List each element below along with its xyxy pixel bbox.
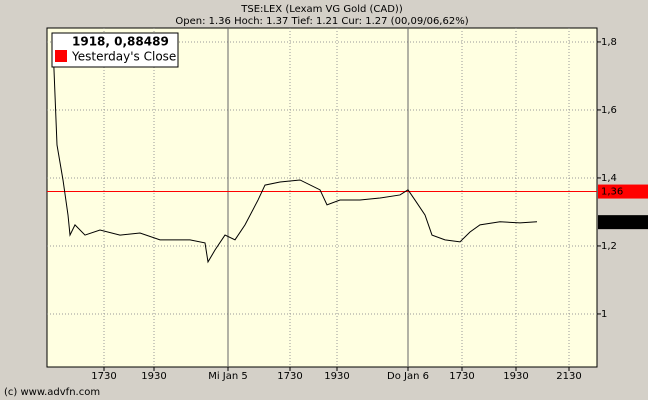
x-tick-label: Mi Jan 5	[208, 371, 248, 382]
x-tick-label: 1930	[324, 371, 349, 382]
x-tick-label: 1730	[449, 371, 474, 382]
plot-area	[46, 27, 598, 368]
legend-header: 1918, 0,88489	[72, 35, 169, 49]
price-line	[52, 44, 538, 264]
y-tick-label: 1,2	[601, 241, 617, 252]
x-tick-label: 2130	[556, 371, 581, 382]
y-tick-label: 1	[601, 309, 607, 320]
current-label: 1,27	[601, 217, 623, 228]
chart-subtitle: Open: 1.36 Hoch: 1.37 Tief: 1.21 Cur: 1.…	[175, 16, 468, 27]
legend-box	[51, 32, 179, 68]
x-tick-label: 1730	[91, 371, 116, 382]
x-tick-label: 1930	[503, 371, 528, 382]
legend-swatch	[55, 50, 67, 62]
chart-title: TSE:LEX (Lexam VG Gold (CAD))	[240, 4, 403, 15]
footer: (c) www.advfn.com	[4, 387, 100, 398]
y-tick-label: 1,6	[601, 105, 617, 116]
reference-label-box	[598, 184, 648, 199]
current-label-box	[598, 215, 648, 230]
y-tick-label: 1,4	[601, 173, 617, 184]
reference-label: 1,36	[601, 187, 623, 198]
x-tick-label: 1930	[141, 371, 166, 382]
x-tick-label: Do Jan 6	[387, 371, 429, 382]
x-tick-label: 1730	[277, 371, 302, 382]
y-tick-label: 1,8	[601, 37, 617, 48]
legend-label: Yesterday's Close	[71, 50, 176, 64]
